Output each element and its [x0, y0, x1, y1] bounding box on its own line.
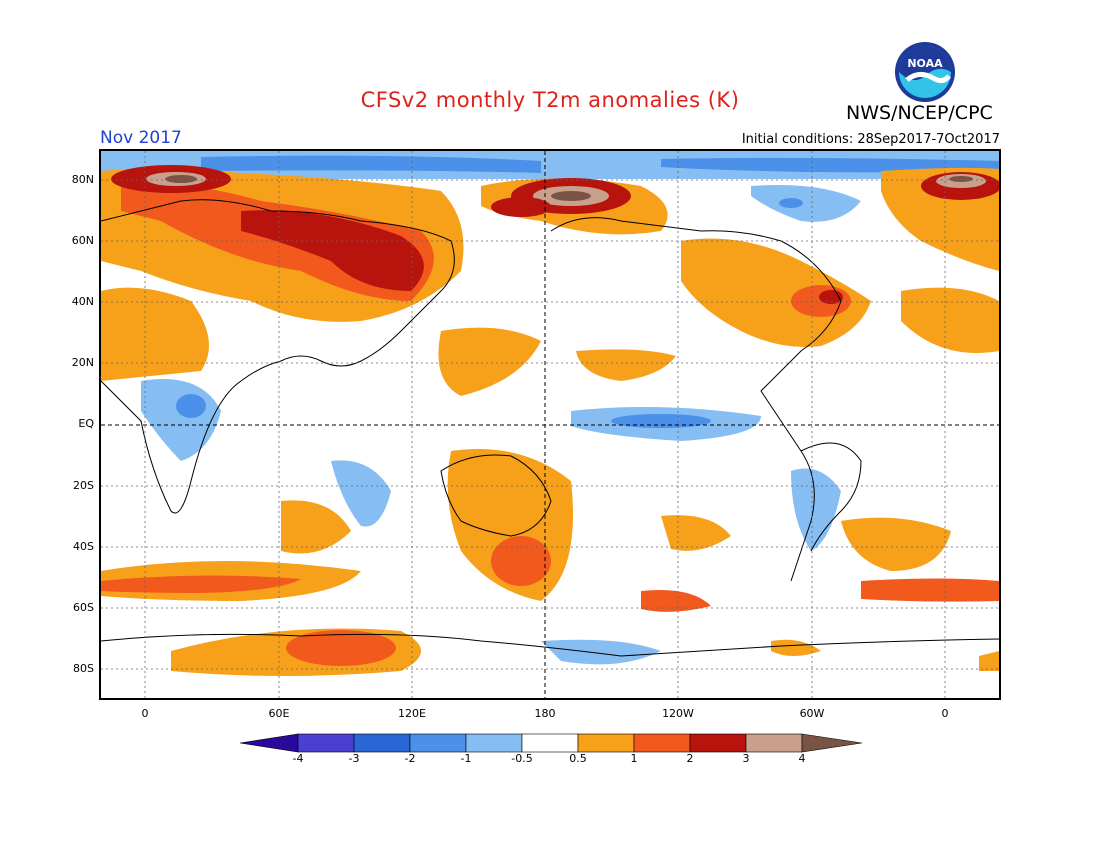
lon-label: 120W	[662, 707, 694, 720]
colorbar-swatch	[521, 733, 579, 753]
lat-label: 80N	[71, 173, 94, 186]
colorbar-label: 1	[630, 752, 638, 765]
cold-canada-core	[779, 198, 803, 208]
lon-label: 120E	[398, 707, 426, 720]
colorbar-swatch	[633, 733, 691, 753]
initial-conditions: Initial conditions: 28Sep2017-7Oct2017	[741, 132, 1000, 147]
lon-label: 0	[941, 707, 949, 720]
map-canvas	[101, 151, 999, 698]
warm-atlantic-mid	[901, 287, 999, 353]
warm-sahara	[101, 287, 209, 381]
lat-label: 60S	[73, 601, 94, 614]
lon-label: 180	[534, 707, 556, 720]
lat-label: 40N	[71, 295, 94, 308]
arctic-hot-1c	[165, 175, 197, 183]
colorbar-label: -1	[460, 752, 472, 765]
lon-label: 60W	[799, 707, 825, 720]
warm-s-atlantic-band	[861, 578, 999, 602]
lon-label: 60E	[268, 707, 290, 720]
colorbar-swatch	[689, 733, 747, 753]
warm-southern-band-core	[101, 575, 301, 593]
colorbar-label: -3	[348, 752, 360, 765]
cold-arctic-strip	[201, 155, 541, 173]
warm-ne-pacific	[576, 349, 676, 381]
cold-antarctica	[541, 639, 661, 665]
cold-africa	[141, 379, 221, 461]
svg-text:NOAA: NOAA	[907, 57, 943, 70]
colorbar-label: 3	[742, 752, 750, 765]
lat-label: 20S	[73, 479, 94, 492]
arctic-hot-2c	[551, 191, 591, 201]
lat-label: 20N	[71, 356, 94, 369]
cold-indian-ocean	[331, 460, 391, 527]
colorbar-label: -4	[292, 752, 304, 765]
anomaly-map	[99, 149, 1001, 700]
colorbar-swatch	[465, 733, 523, 753]
warm-s-atlantic	[841, 517, 951, 571]
colorbar-label: -0.5	[511, 752, 533, 765]
colorbar-label: 0.5	[569, 752, 587, 765]
colorbar-swatch	[801, 733, 862, 753]
warm-se-pacific-edge	[979, 651, 999, 671]
lon-label: 0	[141, 707, 149, 720]
warm-s-pacific-2	[641, 590, 711, 612]
colorbar	[240, 733, 862, 753]
colorbar-label: 2	[686, 752, 694, 765]
warm-s-indian	[281, 500, 351, 554]
colorbar-swatch	[353, 733, 411, 753]
arctic-hot-3	[491, 197, 551, 217]
warm-australia-core	[491, 536, 551, 586]
warm-north-america	[681, 238, 871, 347]
lat-label: 80S	[73, 662, 94, 675]
colorbar-swatch	[409, 733, 467, 753]
colorbar-swatch	[577, 733, 635, 753]
forecast-month: Nov 2017	[100, 128, 182, 148]
equator-dateline	[101, 151, 999, 698]
cold-canada	[751, 185, 861, 222]
warm-na-core	[791, 285, 851, 317]
cold-arctic-strip-2	[661, 157, 999, 173]
arctic-hot-4c	[949, 176, 973, 182]
colorbar-label: 4	[798, 752, 806, 765]
org-label: NWS/NCEP/CPC	[846, 102, 993, 124]
cold-s-america	[791, 468, 841, 551]
cold-eq-pacific-core	[611, 414, 711, 428]
cold-africa-core	[176, 394, 206, 418]
coastlines	[101, 199, 999, 657]
colorbar-swatch	[297, 733, 355, 753]
warm-antarctica-core	[286, 630, 396, 666]
map-grid	[101, 151, 999, 698]
warm-antarctic-pen	[771, 639, 821, 656]
chart-title: CFSv2 monthly T2m anomalies (K)	[360, 88, 740, 112]
warm-n-pacific	[438, 327, 541, 396]
colorbar-label: -2	[404, 752, 416, 765]
warm-s-pacific	[661, 515, 731, 551]
colorbar-swatch	[240, 733, 299, 753]
lat-label: 60N	[71, 234, 94, 247]
warm-siberia-core	[241, 210, 424, 291]
colorbar-swatch	[745, 733, 803, 753]
noaa-logo-icon: NOAA	[895, 42, 955, 102]
lat-label: EQ	[78, 417, 94, 430]
lat-label: 40S	[73, 540, 94, 553]
